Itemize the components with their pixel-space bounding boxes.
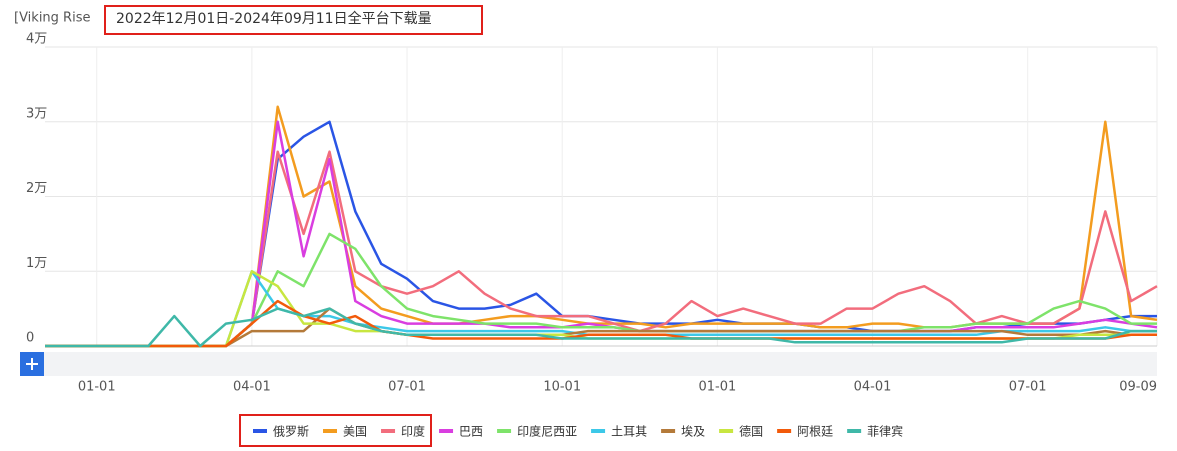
y-tick-label: 3万: [26, 106, 47, 121]
y-tick-label: 4万: [26, 32, 47, 47]
y-tick-label: 0: [26, 331, 34, 346]
legend-label: 巴西: [459, 425, 483, 439]
zoom-bar: [20, 352, 1157, 376]
chart-title: [Viking Rise: [14, 11, 90, 26]
series-line: [45, 299, 1157, 348]
series-line: [45, 232, 1157, 348]
x-tick-label: 04-01: [854, 380, 892, 395]
series-line: [45, 105, 1158, 348]
legend-label: 阿根廷: [797, 425, 833, 439]
x-tick-label: 01-01: [698, 380, 736, 395]
legend-label: 印度: [401, 424, 425, 439]
legend-label: 埃及: [681, 425, 705, 439]
x-tick-label: 09-09: [1119, 380, 1157, 395]
legend-label: 土耳其: [611, 425, 647, 439]
legend-label: 德国: [739, 424, 763, 439]
add-icon: [26, 358, 38, 370]
legend-label: 美国: [343, 425, 367, 439]
series-line: [45, 120, 1157, 348]
highlight-box: [104, 5, 483, 35]
x-tick-label: 01-01: [78, 380, 116, 395]
x-tick-label: 10-01: [543, 380, 581, 395]
legend-label: 俄罗斯: [273, 425, 309, 439]
series-line: [45, 120, 1158, 348]
x-tick-label: 07-01: [1009, 380, 1047, 395]
legend-label: 菲律宾: [867, 424, 903, 439]
y-tick-label: 2万: [26, 181, 47, 196]
series-line: [45, 307, 1157, 348]
highlight-box: [239, 414, 432, 447]
chart-subtitle: 2022年12月01日-2024年09月11日全平台下载量: [116, 10, 432, 27]
y-tick-label: 1万: [26, 256, 47, 271]
x-tick-label: 07-01: [388, 380, 426, 395]
legend-label: 印度尼西亚: [517, 424, 577, 439]
x-tick-label: 04-01: [233, 380, 271, 395]
